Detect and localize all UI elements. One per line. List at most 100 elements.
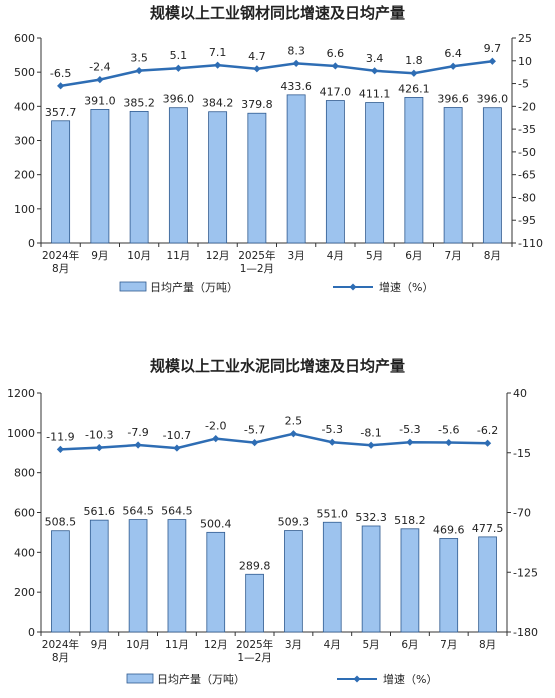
growth-point — [250, 439, 259, 447]
growth-point — [134, 441, 142, 449]
bar-data-label: 433.6 — [280, 80, 312, 93]
left-axis-tick-label: 400 — [14, 100, 35, 113]
legend-bar-label: 日均产量（万吨） — [150, 280, 238, 294]
x-axis-category-label: 12月 — [204, 639, 228, 651]
growth-point — [289, 430, 298, 438]
bar — [443, 107, 463, 244]
x-axis-category-label: 4月 — [327, 250, 344, 262]
bar-data-label: 384.2 — [202, 97, 234, 110]
x-axis-category-label: 9月 — [91, 250, 108, 262]
x-axis-category-label: 2024年 — [42, 249, 79, 262]
bar — [208, 111, 228, 244]
x-axis-category-label: 1—2月 — [240, 263, 274, 275]
right-axis-tick-label: -35 — [518, 123, 536, 136]
right-axis-tick-label: -65 — [518, 169, 536, 182]
bar-data-label: 396.0 — [163, 93, 195, 106]
growth-data-label: -11.9 — [46, 430, 74, 443]
steel-chart-plot: 0 100 200 300 400 500 600 -110 -95 -80 -65 -50 -35 -2… — [14, 32, 543, 294]
growth-data-label: -6.2 — [477, 424, 498, 437]
growth-data-label: 4.7 — [248, 50, 266, 63]
left-axis-tick-label: 500 — [14, 66, 35, 79]
growth-data-label: -2.4 — [89, 61, 110, 74]
right-axis-tick-label: -20 — [518, 100, 536, 113]
growth-point — [214, 61, 222, 69]
growth-data-label: 2.5 — [285, 415, 303, 428]
bar — [478, 536, 497, 633]
right-axis-tick-label: -110 — [518, 237, 543, 250]
bar-data-label: 357.7 — [45, 106, 77, 119]
bar — [247, 112, 267, 244]
growth-data-label: 9.7 — [484, 42, 502, 55]
growth-point — [292, 59, 300, 67]
bar — [482, 107, 502, 244]
growth-line — [60, 59, 493, 88]
bar — [90, 109, 110, 244]
bar-data-label: 411.1 — [359, 88, 391, 101]
left-axis-tick-label: 1200 — [7, 387, 35, 400]
legend-bar-swatch — [126, 673, 154, 684]
growth-point — [483, 439, 492, 447]
x-axis-category-label: 3月 — [285, 639, 302, 651]
x-axis-category-label: 1—2月 — [237, 652, 271, 664]
x-axis-category-label: 5月 — [362, 639, 379, 651]
growth-point — [367, 441, 375, 449]
x-axis-category-label: 5月 — [366, 250, 383, 262]
right-axis-tick-label: -80 — [518, 191, 536, 204]
right-axis-tick-label: -50 — [518, 146, 536, 159]
x-axis-category-label: 11月 — [166, 250, 190, 262]
x-axis-category-label: 6月 — [405, 250, 422, 262]
bar — [51, 120, 71, 244]
bar — [129, 110, 149, 244]
steel-chart: 规模以上工业钢材同比增速及日均产量 0 100 200 300 400 500 600 -11… — [0, 0, 555, 330]
bar-data-label: 500.4 — [200, 517, 232, 530]
legend-line-marker — [349, 283, 357, 291]
growth-data-label: 7.1 — [209, 46, 227, 59]
growth-data-label: -6.5 — [50, 67, 71, 80]
growth-point — [95, 444, 103, 452]
x-axis-category-label: 10月 — [126, 639, 150, 651]
x-axis-category-label: 4月 — [324, 639, 341, 651]
bar — [322, 521, 342, 633]
bar — [361, 525, 381, 633]
bar-data-label: 564.5 — [161, 505, 193, 518]
bar-data-label: 385.2 — [123, 96, 155, 109]
growth-data-label: -5.6 — [438, 424, 459, 437]
x-axis-category-label: 8月 — [484, 250, 501, 262]
x-axis-category-label: 2025年 — [236, 638, 273, 651]
left-axis-tick-label: 600 — [14, 507, 35, 520]
growth-data-label: -10.7 — [163, 429, 191, 442]
growth-line — [60, 432, 488, 451]
growth-data-label: 1.8 — [405, 54, 423, 67]
bar — [206, 531, 226, 633]
bar-data-label: 564.5 — [122, 505, 154, 518]
growth-data-label: 5.1 — [170, 49, 188, 62]
growth-data-label: -5.7 — [244, 424, 265, 437]
bar — [365, 102, 385, 244]
growth-point — [57, 82, 65, 90]
bar-data-label: 561.6 — [84, 505, 116, 518]
bar-data-label: 289.8 — [239, 559, 271, 572]
left-axis-tick-label: 200 — [14, 586, 35, 599]
steel-chart-title: 规模以上工业钢材同比增速及日均产量 — [149, 4, 405, 22]
left-axis-tick-label: 1000 — [7, 427, 35, 440]
bar-data-label: 518.2 — [394, 514, 426, 527]
cement-chart-title: 规模以上工业水泥同比增速及日均产量 — [149, 357, 405, 375]
bar-data-label: 396.6 — [437, 92, 469, 105]
bar-data-label: 509.3 — [278, 516, 310, 529]
growth-data-label: -7.9 — [127, 426, 148, 439]
growth-data-label: -5.3 — [322, 423, 343, 436]
bar-data-label: 396.0 — [477, 93, 509, 106]
legend-bar-label: 日均产量（万吨） — [157, 672, 245, 686]
growth-point — [371, 67, 379, 75]
growth-point — [331, 62, 339, 70]
right-axis-tick-label: -125 — [513, 566, 538, 579]
left-axis-tick-label: 400 — [14, 546, 35, 559]
x-axis-category-label: 9月 — [91, 639, 108, 651]
bar — [284, 530, 303, 633]
bar-data-label: 469.6 — [433, 523, 465, 536]
x-axis-category-label: 8月 — [479, 639, 496, 651]
left-axis-tick-label: 200 — [14, 169, 35, 182]
bar-data-label: 426.1 — [398, 82, 430, 95]
legend-line-marker — [353, 675, 361, 683]
bar — [51, 530, 70, 633]
